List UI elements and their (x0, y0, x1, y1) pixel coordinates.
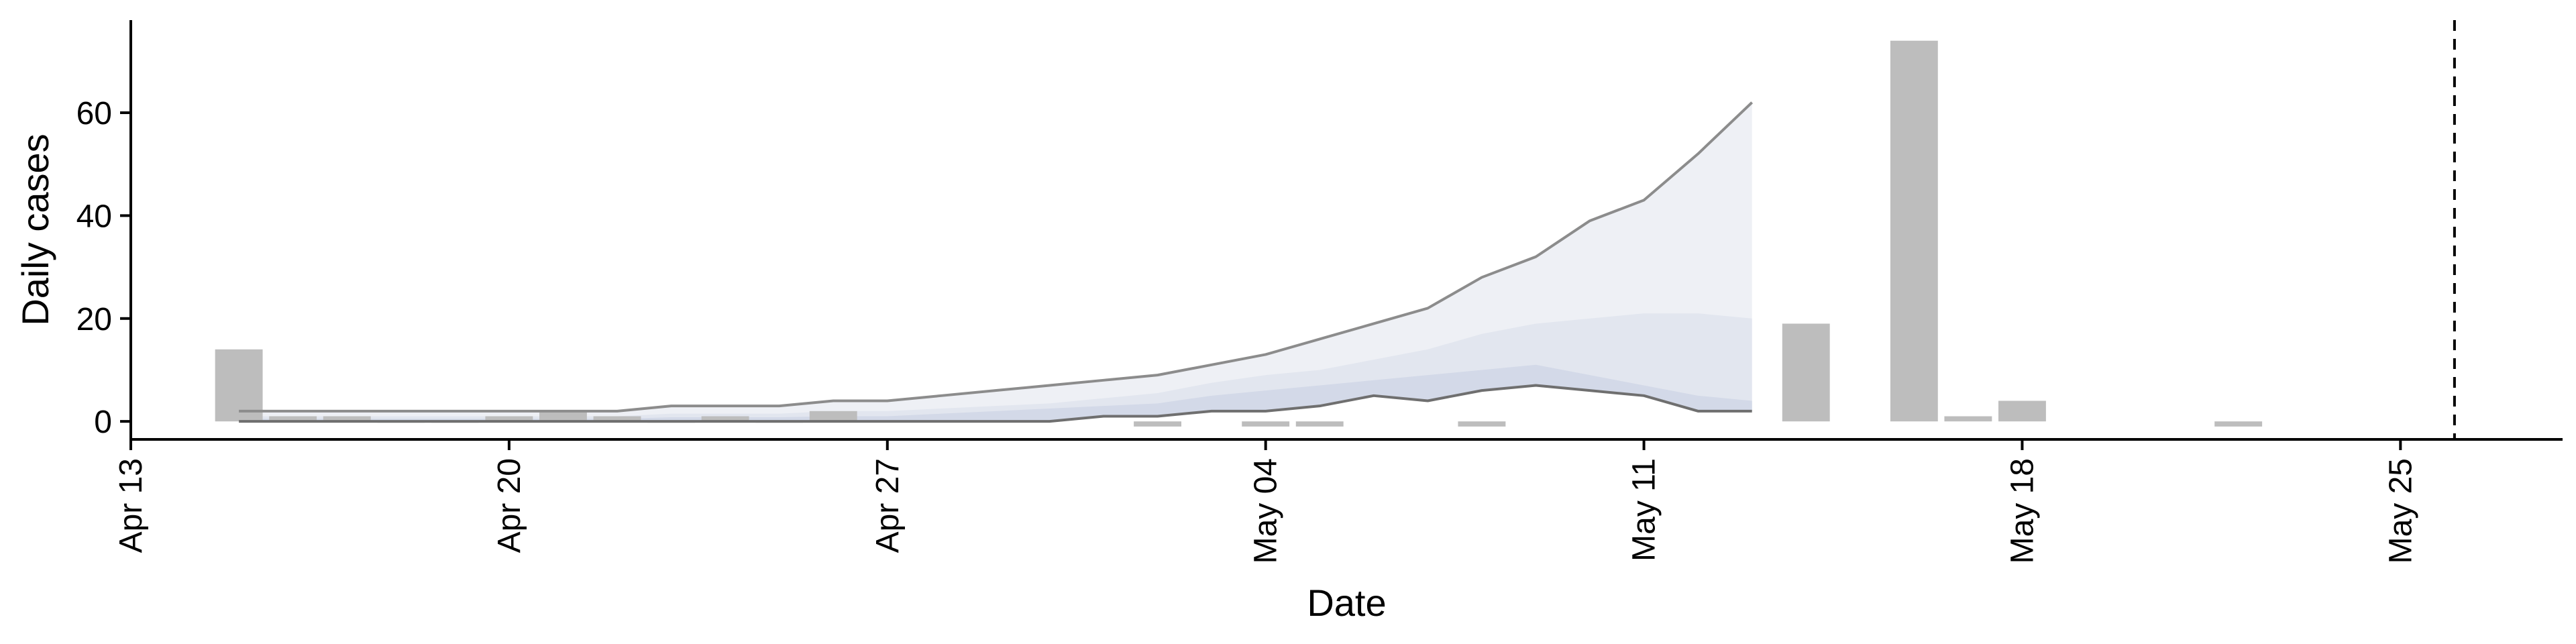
observed-bars (215, 40, 2263, 427)
case-bar (809, 411, 857, 422)
case-bar (215, 349, 263, 422)
y-tick-label: 40 (76, 199, 112, 234)
x-tick-label: May 11 (1627, 458, 1662, 561)
case-bar (485, 416, 533, 422)
case-bar (1944, 416, 1992, 422)
forecast-lower-line (239, 384, 1752, 423)
x-axis-ticks: Apr 13 Apr 20 Apr 27 May 04 May 11 May 18 May … (113, 439, 2418, 564)
y-tick-label: 0 (94, 405, 112, 440)
x-tick-label: May 25 (2383, 458, 2418, 564)
forecast-band-90 (239, 102, 1752, 422)
x-tick-label: Apr 20 (492, 458, 527, 553)
y-tick-label: 60 (76, 96, 112, 131)
forecast-upper-line (239, 101, 1754, 413)
x-axis-title: Date (1307, 582, 1386, 624)
case-bar (2214, 421, 2263, 427)
case-bar (1242, 421, 1290, 427)
case-bar (1134, 421, 1181, 427)
forecast-lines (239, 101, 1754, 423)
x-tick-label: May 18 (2004, 458, 2040, 564)
forecast-band-20 (239, 364, 1752, 422)
axes (129, 20, 2563, 441)
y-axis-title: Daily cases (14, 133, 56, 325)
x-tick-label: Apr 27 (870, 458, 906, 553)
x-tick-label: Apr 13 (113, 458, 149, 553)
case-bar (1295, 421, 1344, 427)
case-bar (701, 416, 749, 422)
case-bar (1782, 323, 1830, 422)
case-bar (539, 411, 587, 422)
case-bar (1890, 40, 1938, 422)
y-tick-label: 20 (76, 302, 112, 337)
case-bar (269, 416, 317, 422)
case-bar (1458, 421, 1506, 427)
case-bar (1998, 400, 2046, 422)
case-bar (323, 416, 371, 422)
x-tick-label: May 04 (1248, 458, 1284, 564)
case-bar (593, 416, 641, 422)
y-axis-ticks: 0 20 40 60 (76, 96, 131, 440)
